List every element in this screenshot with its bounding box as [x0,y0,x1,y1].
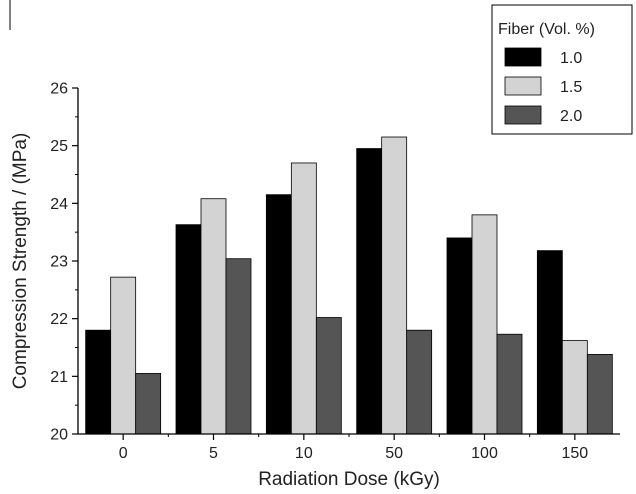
x-tick-label: 0 [119,445,128,462]
y-tick-label: 23 [50,254,68,271]
legend-swatch-1-5 [504,76,542,96]
x-tick-label: 5 [209,445,218,462]
legend-box [491,4,633,135]
legend-label: 2.0 [560,108,582,125]
y-tick-label: 20 [50,427,68,444]
x-tick-label: 50 [385,445,403,462]
bar-2-0-100 [496,333,523,435]
y-axis-title: Compression Strength / (MPa) [10,133,31,390]
bar-1-5-100 [471,214,498,435]
bars-group [85,136,613,435]
y-tick-label: 24 [50,196,68,213]
bar-1-0-50 [356,148,383,435]
bar-1-5-50 [381,136,408,435]
bar-1-0-0 [85,329,112,435]
bar-1-5-10 [290,162,317,435]
bar-1-5-150 [561,340,588,435]
y-tick-label: 26 [50,81,68,98]
legend-title: Fiber (Vol. %) [498,21,595,38]
legend-swatch-2-0 [504,105,542,125]
bar-1-5-0 [110,276,137,435]
y-ticks-group: 20 21 22 23 24 25 26 [50,81,78,444]
bar-1-0-10 [265,194,292,435]
legend: Fiber (Vol. %) 1.0 1.5 2.0 [491,4,633,135]
legend-label: 1.0 [560,50,582,67]
x-tick-label: 100 [471,445,498,462]
bar-1-0-5 [175,224,202,435]
legend-items: 1.0 1.5 2.0 [504,47,582,125]
legend-label: 1.5 [560,79,582,96]
bar-2-0-5 [225,258,252,435]
bar-2-0-150 [586,354,613,435]
bar-1-0-150 [536,250,563,435]
x-tick-label: 10 [295,445,313,462]
x-axis-title: Radiation Dose (kGy) [258,469,440,490]
y-tick-label: 22 [50,311,68,328]
x-tick-label: 150 [561,445,588,462]
bar-2-0-0 [135,373,162,435]
bar-2-0-10 [315,317,342,435]
bar-2-0-50 [406,329,433,435]
y-tick-label: 21 [50,369,68,386]
legend-swatch-1-0 [504,47,542,67]
bar-1-5-5 [200,198,227,435]
bar-1-0-100 [446,237,473,435]
x-ticks-group: 0 5 10 50 100 150 [119,434,588,462]
y-tick-label: 25 [50,138,68,155]
